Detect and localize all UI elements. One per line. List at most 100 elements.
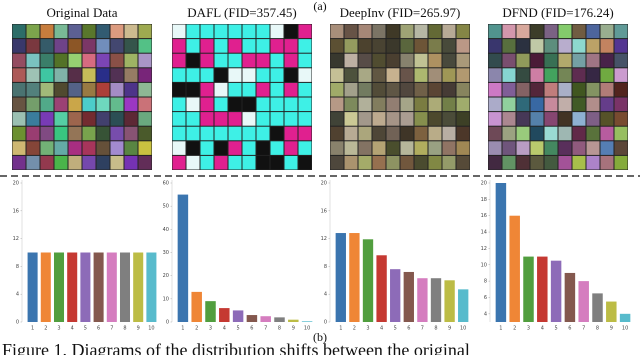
y-tick-label: 20 bbox=[163, 273, 169, 279]
image-tile bbox=[12, 141, 26, 155]
image-tile bbox=[400, 24, 414, 39]
bar bbox=[93, 252, 104, 322]
x-tick-label: 6 bbox=[568, 326, 571, 332]
image-tile bbox=[256, 141, 270, 155]
image-tile bbox=[270, 53, 284, 68]
image-tile bbox=[138, 97, 152, 112]
image-tile bbox=[138, 112, 152, 126]
x-tick-label: 2 bbox=[195, 326, 198, 332]
image-tile bbox=[400, 82, 414, 97]
image-tile bbox=[414, 53, 428, 68]
image-tile bbox=[386, 53, 400, 68]
image-tile bbox=[172, 53, 186, 68]
bar bbox=[67, 252, 78, 322]
image-tile bbox=[270, 126, 284, 141]
image-tile bbox=[400, 141, 414, 155]
y-tick-label: 10 bbox=[481, 262, 487, 268]
image-tile bbox=[544, 39, 558, 53]
image-tile bbox=[372, 39, 386, 53]
image-tile bbox=[400, 97, 414, 112]
bar bbox=[523, 256, 534, 322]
image-tile bbox=[386, 141, 400, 155]
image-tile bbox=[456, 141, 470, 155]
image-tile bbox=[344, 82, 358, 97]
x-tick-label: 5 bbox=[237, 326, 240, 332]
image-tile bbox=[488, 39, 502, 53]
image-tile bbox=[124, 24, 138, 39]
x-tick-label: 5 bbox=[394, 326, 397, 332]
image-tile bbox=[428, 155, 442, 170]
image-tile bbox=[544, 82, 558, 97]
image-tile bbox=[298, 155, 312, 170]
image-tile bbox=[516, 155, 530, 170]
image-tile bbox=[12, 97, 26, 112]
image-tile bbox=[442, 141, 456, 155]
bar bbox=[53, 252, 65, 322]
image-tile bbox=[242, 39, 256, 53]
image-tile bbox=[330, 68, 344, 82]
x-tick-label: 6 bbox=[250, 326, 253, 332]
image-tile bbox=[26, 126, 40, 141]
image-tile bbox=[40, 126, 54, 141]
image-tile bbox=[488, 112, 502, 126]
image-tile bbox=[428, 53, 442, 68]
image-tile bbox=[12, 39, 26, 53]
bar bbox=[550, 260, 562, 322]
image-tile bbox=[414, 112, 428, 126]
image-tile bbox=[530, 68, 544, 82]
image-tile bbox=[358, 112, 372, 126]
image-tile bbox=[96, 97, 110, 112]
image-tile bbox=[54, 24, 68, 39]
image-tile bbox=[600, 68, 614, 82]
bar bbox=[509, 215, 520, 322]
image-tile bbox=[330, 141, 344, 155]
image-tile bbox=[330, 53, 344, 68]
image-tile bbox=[428, 24, 442, 39]
bar bbox=[146, 252, 157, 322]
image-tile bbox=[400, 68, 414, 82]
panel-label: (b) bbox=[313, 330, 327, 344]
image-tile bbox=[138, 24, 152, 39]
image-tile bbox=[614, 126, 628, 141]
image-tile bbox=[110, 112, 124, 126]
image-tile bbox=[330, 82, 344, 97]
bar bbox=[495, 183, 507, 322]
image-tile bbox=[544, 68, 558, 82]
image-tile bbox=[82, 39, 96, 53]
image-tile bbox=[414, 82, 428, 97]
image-tile bbox=[516, 112, 530, 126]
image-tile bbox=[284, 97, 298, 112]
image-tile bbox=[200, 155, 214, 170]
image-tile bbox=[172, 68, 186, 82]
bar bbox=[417, 278, 428, 322]
image-tile bbox=[82, 97, 96, 112]
x-tick-label: 1 bbox=[181, 326, 184, 332]
image-tile bbox=[228, 97, 242, 112]
image-tile bbox=[586, 24, 600, 39]
image-tile bbox=[456, 82, 470, 97]
image-tile bbox=[502, 53, 516, 68]
image-tile bbox=[256, 68, 270, 82]
image-tile bbox=[516, 39, 530, 53]
image-tile bbox=[456, 126, 470, 141]
bar bbox=[390, 269, 401, 322]
y-tick-label: 16 bbox=[321, 208, 327, 214]
image-tile bbox=[344, 141, 358, 155]
image-tile bbox=[358, 155, 372, 170]
image-tile bbox=[96, 82, 110, 97]
image-tile bbox=[502, 112, 516, 126]
x-tick-label: 8 bbox=[434, 326, 437, 332]
image-tile bbox=[600, 141, 614, 155]
image-tile bbox=[54, 155, 68, 170]
y-tick-label: 40 bbox=[163, 227, 169, 233]
image-tile bbox=[572, 112, 586, 126]
bar bbox=[274, 317, 285, 322]
image-tile bbox=[488, 126, 502, 141]
image-tile bbox=[284, 39, 298, 53]
image-tile bbox=[414, 68, 428, 82]
bar bbox=[335, 233, 346, 322]
bar bbox=[40, 252, 51, 322]
image-tile bbox=[68, 141, 82, 155]
image-tile bbox=[26, 112, 40, 126]
